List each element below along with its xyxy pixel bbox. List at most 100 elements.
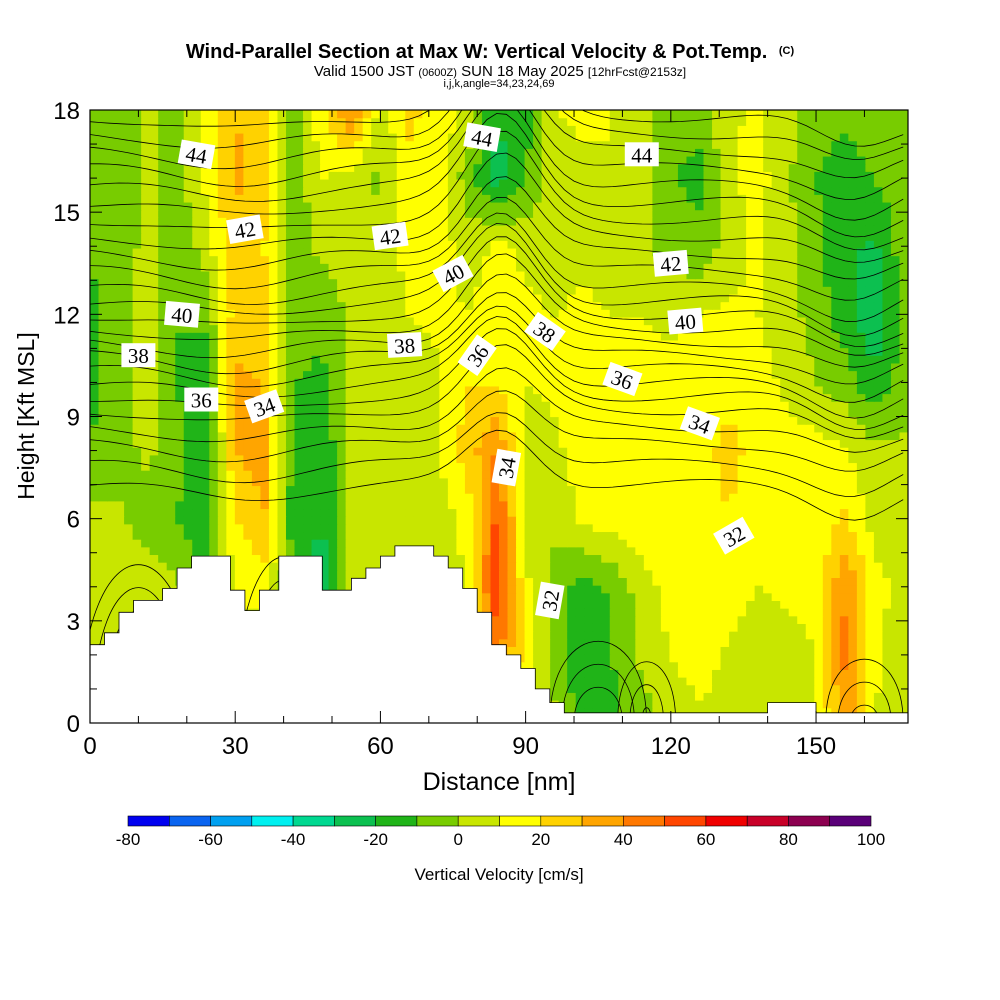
velocity-cell <box>303 393 313 402</box>
velocity-cell <box>660 393 671 402</box>
velocity-cell <box>839 654 849 663</box>
velocity-cell <box>98 539 108 548</box>
velocity-cell <box>890 592 901 601</box>
velocity-cell <box>226 508 236 517</box>
velocity-cell <box>405 431 415 441</box>
velocity-cell <box>251 370 262 379</box>
velocity-cell <box>609 355 619 364</box>
velocity-cell <box>149 431 159 441</box>
velocity-cell <box>882 631 892 640</box>
velocity-cell <box>234 531 244 540</box>
velocity-cell <box>848 493 858 502</box>
velocity-cell <box>200 462 210 471</box>
velocity-cell <box>337 523 347 533</box>
velocity-cell <box>149 454 159 464</box>
velocity-cell <box>158 355 168 364</box>
velocity-cell <box>592 677 602 686</box>
velocity-cell <box>209 546 219 556</box>
velocity-cell <box>873 585 884 594</box>
velocity-cell <box>856 401 866 410</box>
velocity-cell <box>524 577 534 586</box>
velocity-cell <box>882 370 892 379</box>
velocity-cell <box>516 516 526 525</box>
velocity-cell <box>464 516 475 525</box>
velocity-cell <box>533 347 543 356</box>
velocity-cell <box>592 508 602 517</box>
velocity-cell <box>839 355 849 364</box>
velocity-cell <box>115 500 125 510</box>
velocity-cell <box>567 416 577 425</box>
velocity-cell <box>660 623 671 632</box>
velocity-cell <box>328 454 338 464</box>
velocity-cell <box>447 477 457 487</box>
velocity-cell <box>686 531 696 540</box>
velocity-cell <box>626 631 636 640</box>
velocity-cell <box>107 454 117 464</box>
velocity-cell <box>124 523 134 533</box>
velocity-cell <box>873 370 884 379</box>
velocity-cell <box>669 493 679 502</box>
velocity-cell <box>464 393 475 402</box>
velocity-cell <box>890 401 901 410</box>
velocity-cell <box>533 661 543 670</box>
velocity-cell <box>379 416 389 425</box>
velocity-cell <box>686 500 696 510</box>
velocity-cell <box>856 592 866 601</box>
velocity-cell <box>371 416 381 425</box>
velocity-cell <box>337 470 347 479</box>
velocity-cell <box>337 416 347 425</box>
velocity-cell <box>473 508 483 517</box>
velocity-cell <box>141 439 151 448</box>
velocity-cell <box>635 401 645 410</box>
velocity-cell <box>669 355 679 364</box>
velocity-cell <box>98 562 108 571</box>
velocity-cell <box>737 631 747 640</box>
velocity-cell <box>422 500 432 510</box>
velocity-cell <box>567 684 577 693</box>
velocity-cell <box>848 347 858 356</box>
velocity-cell <box>660 385 671 395</box>
velocity-cell <box>788 608 798 617</box>
velocity-cell <box>592 324 602 333</box>
velocity-cell <box>268 577 279 586</box>
velocity-cell <box>584 631 594 640</box>
velocity-cell <box>575 493 585 502</box>
velocity-cell <box>175 370 185 379</box>
velocity-cell <box>285 370 296 379</box>
velocity-cell <box>388 362 398 372</box>
velocity-cell <box>882 638 892 647</box>
velocity-cell <box>354 569 364 579</box>
velocity-cell <box>320 408 330 418</box>
velocity-cell <box>320 493 330 502</box>
velocity-cell <box>251 516 262 525</box>
velocity-cell <box>635 615 645 624</box>
velocity-cell <box>379 523 389 533</box>
velocity-cell <box>618 347 628 356</box>
velocity-cell <box>848 684 858 693</box>
velocity-cell <box>499 523 509 533</box>
velocity-cell <box>720 569 730 579</box>
velocity-cell <box>729 692 739 701</box>
velocity-cell <box>805 393 815 402</box>
velocity-cell <box>712 654 722 663</box>
velocity-cell <box>635 385 645 395</box>
velocity-cell <box>652 470 662 479</box>
velocity-cell <box>234 516 244 525</box>
velocity-cell <box>550 684 560 693</box>
velocity-cell <box>899 592 908 601</box>
velocity-cell <box>737 339 747 349</box>
velocity-cell <box>822 661 832 670</box>
velocity-cell <box>882 623 892 632</box>
velocity-cell <box>882 677 892 686</box>
velocity-cell <box>797 608 807 617</box>
velocity-cell <box>499 554 509 563</box>
velocity-cell <box>260 332 270 341</box>
velocity-cell <box>797 485 807 494</box>
velocity-cell <box>558 661 568 670</box>
velocity-cell <box>362 439 372 448</box>
velocity-cell <box>90 600 100 609</box>
velocity-cell <box>243 577 253 586</box>
velocity-cell <box>345 462 355 471</box>
velocity-cell <box>234 332 244 341</box>
velocity-cell <box>703 684 713 693</box>
